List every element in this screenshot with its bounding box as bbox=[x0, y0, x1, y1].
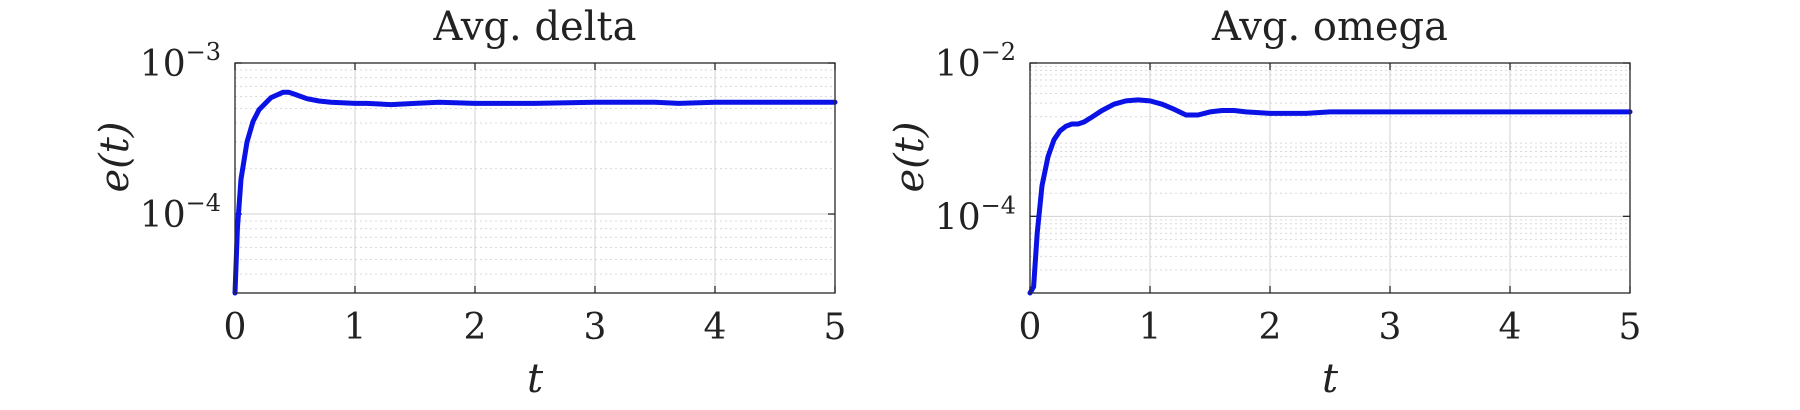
x-tick-label: 5 bbox=[1619, 307, 1642, 348]
grid bbox=[1029, 62, 1631, 293]
plot-avg-delta: Avg. delta e(t) t 10−4 10−3 0 1 2 3 4 5 bbox=[92, 4, 846, 402]
x-tick-label: 4 bbox=[704, 307, 727, 348]
y-tick-label: 10−2 bbox=[935, 38, 1016, 85]
y-tick-label: 10−4 bbox=[140, 189, 221, 236]
chart-title: Avg. delta bbox=[433, 4, 637, 50]
plot-frame bbox=[1029, 62, 1631, 294]
x-tick-label: 3 bbox=[584, 307, 607, 348]
x-tick-label: 3 bbox=[1379, 307, 1402, 348]
plot-avg-omega: Avg. omega e(t) t 10−4 10−2 0 1 2 3 4 5 bbox=[887, 4, 1641, 402]
y-axis-label: e(t) bbox=[92, 122, 138, 193]
x-tick-label: 1 bbox=[1139, 307, 1162, 348]
x-tick-label: 2 bbox=[464, 307, 487, 348]
x-tick-label: 1 bbox=[344, 307, 367, 348]
grid bbox=[234, 62, 836, 294]
x-tick-label: 2 bbox=[1259, 307, 1282, 348]
x-axis-label: t bbox=[1322, 356, 1339, 402]
x-tick-label: 0 bbox=[1019, 307, 1042, 348]
series-line bbox=[1027, 97, 1633, 296]
y-tick-label: 10−3 bbox=[140, 38, 221, 85]
x-axis-label: t bbox=[527, 356, 544, 402]
x-tick-label: 5 bbox=[824, 307, 847, 348]
y-axis-label: e(t) bbox=[887, 122, 933, 193]
chart-title: Avg. omega bbox=[1211, 4, 1448, 50]
y-tick-label: 10−4 bbox=[935, 191, 1016, 238]
series-line bbox=[232, 89, 838, 296]
plot-frame bbox=[234, 62, 836, 294]
x-tick-label: 4 bbox=[1499, 307, 1522, 348]
x-tick-label: 0 bbox=[224, 307, 247, 348]
